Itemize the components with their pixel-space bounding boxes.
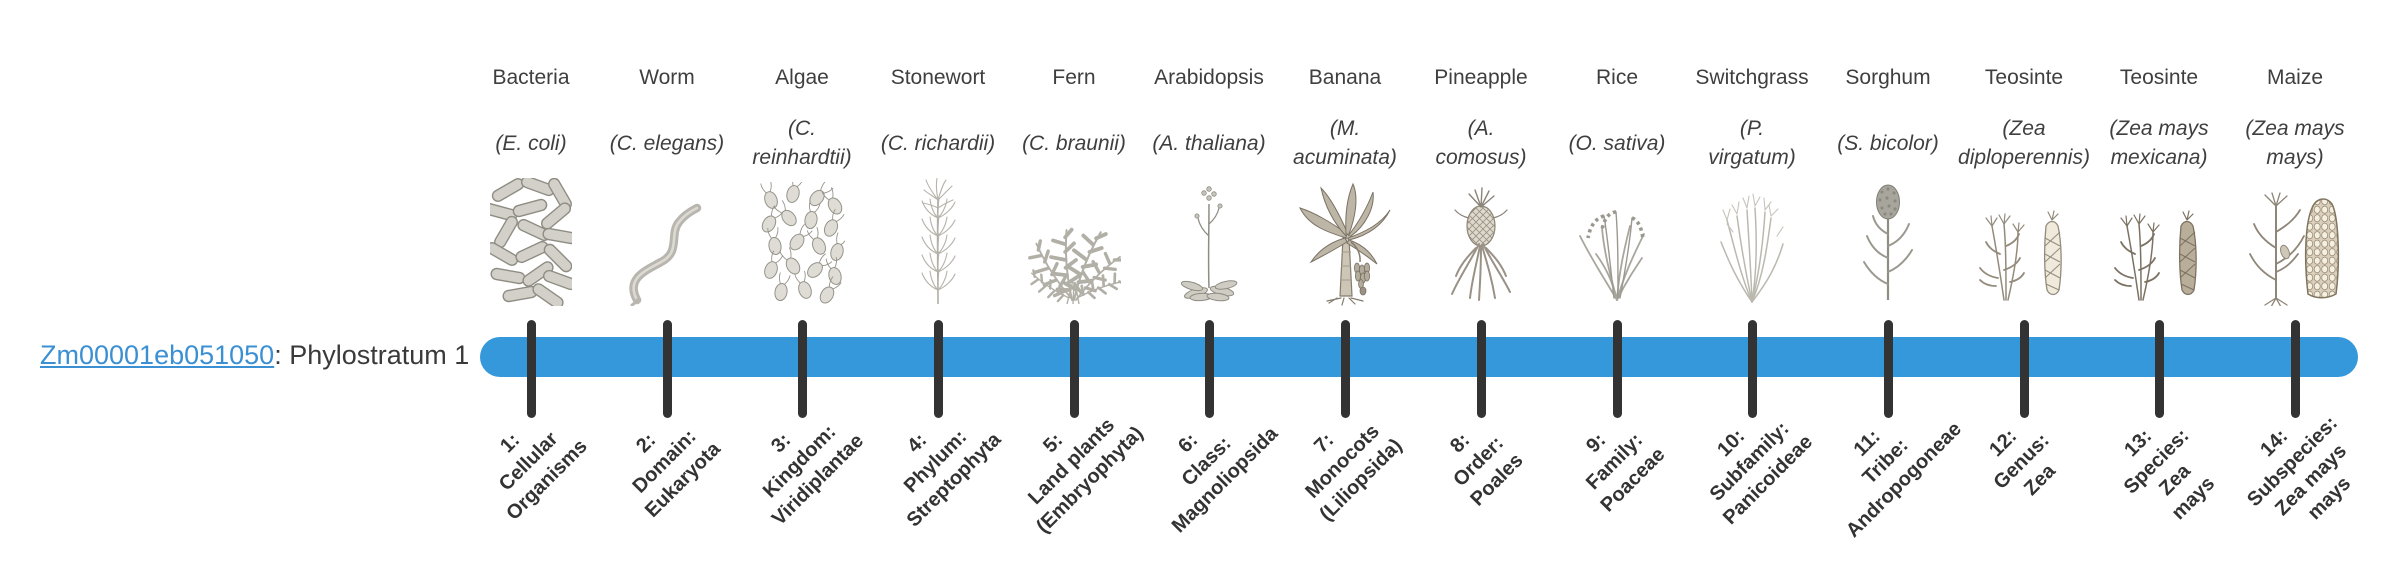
stratum-label: 12: Genus: Zea	[1985, 425, 2060, 500]
organism-scientific-name: (P. virgatum)	[1708, 117, 1796, 169]
timeline-tick	[1069, 320, 1079, 418]
timeline-tick	[2154, 320, 2164, 418]
organism-scientific-name: (Zea mays mays)	[2245, 117, 2345, 169]
organism-scientific-name: (Zea mays mexicana)	[2109, 117, 2209, 169]
switchgrass-icon	[1682, 176, 1822, 306]
organism-scientific-name: (A. thaliana)	[1152, 131, 1266, 155]
timeline-tick	[1476, 320, 1486, 418]
timeline-tick	[1340, 320, 1350, 418]
stratum-label: 1: Cellular Organisms	[494, 427, 592, 525]
organism-common-name: Banana	[1308, 66, 1382, 89]
stratum-label: 14: Subspecies: Zea mays mays	[2243, 412, 2356, 525]
teosinte-diploperennis-icon	[1954, 176, 2094, 306]
banana-icon	[1275, 176, 1415, 306]
organism-common-name: Sorghum	[1845, 66, 1931, 89]
fern-icon	[1004, 176, 1144, 306]
stratum-label: 4: Phylum: Streptophyta	[899, 425, 1006, 532]
timeline-tick	[1747, 320, 1757, 418]
organism-common-name: Fern	[1052, 66, 1096, 89]
stratum-label: 8: Order: Poales	[1446, 429, 1528, 511]
organism-scientific-name: (S. bicolor)	[1837, 131, 1939, 155]
organism-scientific-name: (E. coli)	[495, 131, 567, 155]
stratum-label: 9: Family: Poaceae	[1582, 429, 1670, 517]
organism-common-name: Teosinte	[2119, 66, 2199, 89]
rice-icon	[1547, 176, 1687, 306]
timeline-tick	[662, 320, 672, 418]
timeline-tick	[2019, 320, 2029, 418]
timeline-tick	[933, 320, 943, 418]
timeline-tick	[526, 320, 536, 418]
pineapple-icon	[1411, 176, 1551, 306]
organism-common-name: Switchgrass	[1695, 66, 1809, 89]
organism-scientific-name: (A. comosus)	[1435, 117, 1527, 169]
stratum-label: 7: Monocots (Liliopsida)	[1301, 420, 1407, 526]
organism-common-name: Algae	[775, 66, 829, 89]
stratum-label: 6: Class: Magnoliopsida	[1167, 422, 1283, 538]
gene-separator: :	[274, 340, 290, 370]
gene-label: Zm00001eb051050: Phylostratum 1	[40, 338, 469, 372]
stratum-label: 5: Land plants (Embryophyta)	[1024, 414, 1148, 538]
organism-common-name: Maize	[2266, 66, 2324, 89]
timeline-tick	[1612, 320, 1622, 418]
worm-icon	[597, 176, 737, 306]
organism-scientific-name: (C. elegans)	[609, 131, 725, 155]
algae-icon	[732, 176, 872, 306]
sorghum-icon	[1818, 176, 1958, 306]
organism-common-name: Teosinte	[1984, 66, 2064, 89]
organism-common-name: Arabidopsis	[1154, 66, 1264, 89]
gene-link[interactable]: Zm00001eb051050	[40, 340, 275, 370]
organism-common-name: Rice	[1595, 66, 1638, 89]
stratum-label: 10: Subfamily: Panicoideae	[1705, 417, 1818, 530]
organism-common-name: Stonewort	[890, 66, 986, 89]
organism-common-name: Worm	[639, 66, 695, 89]
timeline-tick	[1204, 320, 1214, 418]
organism-scientific-name: (Zea diploperennis)	[1958, 117, 2090, 169]
teosinte-mexicana-icon	[2089, 176, 2229, 306]
organism-scientific-name: (C. braunii)	[1022, 131, 1126, 155]
timeline-tick	[1883, 320, 1893, 418]
phylostratum-bar	[480, 337, 2358, 377]
organism-common-name: Bacteria	[492, 66, 570, 89]
timeline-tick	[797, 320, 807, 418]
bacteria-icon	[461, 176, 601, 306]
stratum-label: 2: Domain: Eukaryota	[628, 425, 725, 522]
organism-scientific-name: (C. reinhardtii)	[752, 117, 852, 169]
maize-icon	[2225, 176, 2365, 306]
organism-scientific-name: (O. sativa)	[1568, 131, 1666, 155]
timeline-tick	[2290, 320, 2300, 418]
organism-scientific-name: (M. acuminata)	[1293, 117, 1397, 169]
organism-common-name: Pineapple	[1434, 66, 1528, 89]
stonewort-icon	[868, 176, 1008, 306]
phylostratum-text: Phylostratum 1	[289, 340, 470, 370]
arabidopsis-icon	[1139, 176, 1279, 306]
stratum-label: 3: Kingdom: Viridiplantae	[758, 420, 869, 531]
organism-scientific-name: (C. richardii)	[880, 131, 996, 155]
stratum-label: 13: Species: Zea mays	[2119, 424, 2220, 525]
